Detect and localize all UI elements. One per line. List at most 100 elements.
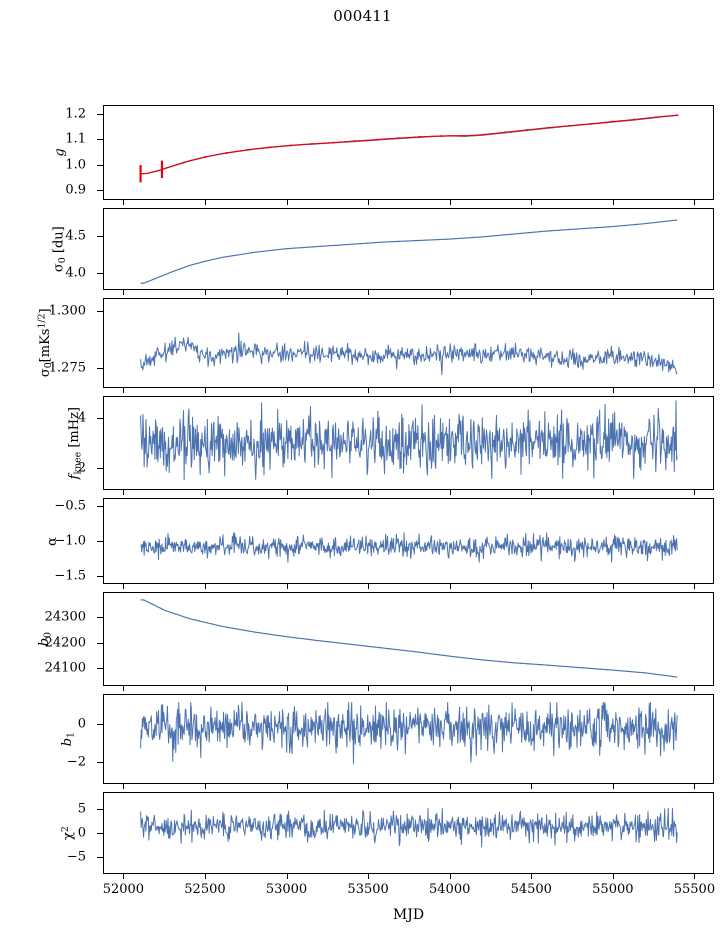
x-tickmark xyxy=(204,490,206,495)
x-tickmark xyxy=(204,200,206,205)
x-tickmark xyxy=(449,388,451,393)
y-tickmark xyxy=(97,273,103,275)
x-tickmark xyxy=(286,874,288,879)
x-tickmark xyxy=(449,784,451,789)
panel-plot-area xyxy=(140,332,678,376)
y-tick-label: 0 xyxy=(77,825,86,841)
y-tick-label-wrap: 4.0 xyxy=(0,266,95,288)
x-tickmark xyxy=(694,490,696,495)
x-tickmark xyxy=(286,584,288,589)
x-tickmark xyxy=(368,584,370,589)
y-axis-label-sigma0-du: σ0 [du] xyxy=(51,226,69,273)
y-tickmark xyxy=(97,541,103,542)
x-tickmark xyxy=(612,200,614,205)
figure-title: 000411 xyxy=(333,7,392,25)
y-tick-label: 0 xyxy=(77,716,86,732)
series-b0 xyxy=(140,599,678,678)
y-tickmark xyxy=(97,139,103,141)
y-tickmark xyxy=(97,468,103,470)
y-tick-label: 1.2 xyxy=(65,106,86,122)
y-axis-label-chi2: χ2 xyxy=(59,826,76,841)
y-tick-label-wrap: −2 xyxy=(0,754,95,777)
y-tick-label-wrap: 2 xyxy=(0,461,95,483)
x-tickmark xyxy=(368,200,370,205)
x-tickmark xyxy=(368,388,370,393)
y-tickmark xyxy=(97,575,103,577)
x-tickmark xyxy=(531,490,533,495)
x-tickmark xyxy=(123,290,125,295)
x-tickmark xyxy=(694,784,696,789)
x-tickmark xyxy=(612,686,614,691)
y-tick-label-wrap: −0.5 xyxy=(0,499,95,521)
y-axis-label-b1: b1 xyxy=(59,732,77,747)
y-tick-label-wrap: 4 xyxy=(0,410,95,433)
x-tickmark xyxy=(531,784,533,789)
x-tick-label: 54000 xyxy=(429,882,471,897)
x-tickmark xyxy=(531,584,533,589)
y-tickmark xyxy=(97,761,103,763)
y-tick-label-wrap: 1.275 xyxy=(0,361,95,383)
y-tick-label: 4.5 xyxy=(65,228,86,244)
y-tick-label-wrap: 4.5 xyxy=(0,228,95,251)
panel-b0 xyxy=(103,592,714,686)
y-tickmark xyxy=(97,642,103,644)
y-tick-label-wrap: 1.0 xyxy=(0,157,95,180)
x-tick-label: 53000 xyxy=(265,882,308,897)
x-tickmark xyxy=(694,874,696,879)
x-tickmark xyxy=(531,200,533,205)
panel-b1 xyxy=(103,694,714,784)
panel-plot-area xyxy=(140,599,678,678)
x-tickmark xyxy=(204,584,206,589)
x-tick-label: 55500 xyxy=(673,882,716,897)
x-tickmark xyxy=(612,388,614,393)
panel-alpha xyxy=(103,498,714,584)
panel-plot-area xyxy=(139,114,679,183)
y-axis-label-b0: b0 xyxy=(36,632,54,647)
panel-plot-area xyxy=(140,400,678,481)
y-tick-label: 5 xyxy=(77,801,86,817)
y-tickmark xyxy=(97,857,103,859)
y-tick-label: 1.300 xyxy=(48,303,86,319)
x-tickmark xyxy=(449,686,451,691)
x-tickmark xyxy=(123,200,125,205)
series-b1 xyxy=(140,701,678,765)
y-axis-label-alpha: α xyxy=(44,536,60,546)
x-tickmark xyxy=(531,874,533,879)
x-tickmark xyxy=(286,388,288,393)
x-axis-label: MJD xyxy=(392,907,425,923)
panel-f-knee xyxy=(103,396,714,490)
series-gain-fit xyxy=(140,114,678,175)
x-tickmark xyxy=(612,490,614,495)
y-tickmark xyxy=(97,235,103,237)
x-tickmark xyxy=(123,874,125,879)
x-tickmark xyxy=(368,290,370,295)
y-tick-label: −1.0 xyxy=(54,533,86,549)
y-tickmark xyxy=(97,724,103,725)
y-tick-label-wrap: 24200 xyxy=(0,635,95,658)
x-tickmark xyxy=(123,490,125,495)
y-tick-label-wrap: 0.9 xyxy=(0,182,95,205)
panel-gain xyxy=(103,105,714,200)
y-tick-label-wrap: 1.2 xyxy=(0,106,95,129)
x-tickmark xyxy=(123,584,125,589)
x-tickmark xyxy=(368,490,370,495)
y-tick-label: −2 xyxy=(66,754,86,769)
y-tick-label-wrap: 0 xyxy=(0,826,95,848)
y-tick-label: 1.0 xyxy=(65,157,86,173)
y-tick-label: 4 xyxy=(77,410,86,426)
x-tickmark xyxy=(368,686,370,691)
x-tickmark xyxy=(204,686,206,691)
panel-plot-area xyxy=(140,701,678,765)
panel-sigma0-mKs xyxy=(103,298,714,388)
y-tick-label: 24100 xyxy=(44,660,86,676)
x-tick-label: 52000 xyxy=(102,882,145,897)
x-tickmark xyxy=(204,388,206,393)
y-tickmark xyxy=(97,808,103,810)
x-tickmark xyxy=(694,686,696,691)
x-tickmark xyxy=(694,200,696,205)
y-tick-label-wrap: 1.300 xyxy=(0,303,95,326)
series-sigma0-mKs xyxy=(140,332,678,376)
x-tickmark xyxy=(612,290,614,295)
series-sigma0-du xyxy=(140,219,678,284)
